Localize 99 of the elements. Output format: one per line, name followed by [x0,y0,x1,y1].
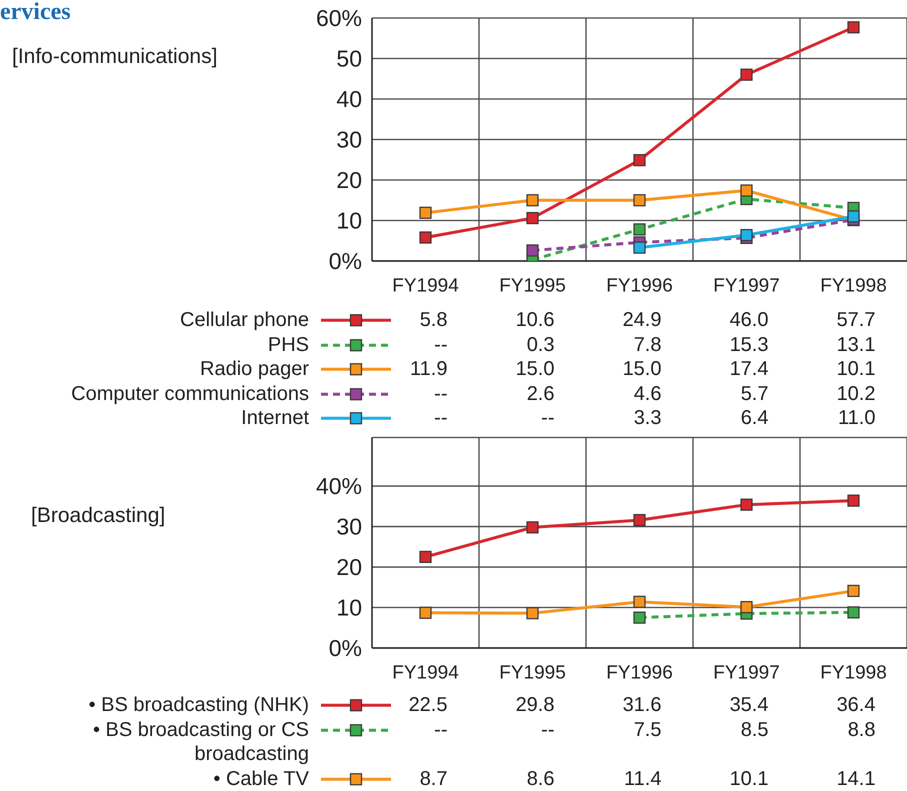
data-label: 57.7 [836,309,876,331]
y-tick-label: 60% [316,5,362,32]
data-label: 35.4 [730,694,768,716]
point [633,242,646,254]
y-tick-label: 0% [328,635,362,662]
x-tick-label: FY1996 [606,275,673,296]
point [526,521,539,534]
x-tick-label: FY1994 [392,662,460,684]
legend-label: Cellular phone [180,309,309,331]
legend-label: • BS broadcasting (NHK) [88,694,309,716]
y-tick-label: 10 [336,594,362,621]
data-label: 10.6 [516,309,554,331]
text: ervices [0,0,71,25]
data-label: 5.7 [740,382,768,404]
data-label: 10.2 [836,382,876,404]
point [740,601,753,614]
y-tick-label: 10 [336,208,362,234]
x-tick-label: FY1998 [820,275,887,296]
data-label: 11.4 [624,768,662,790]
legend-label: PHS [268,334,309,356]
data-label: 6.4 [740,407,768,429]
data-label: 11.9 [410,358,448,380]
point [847,606,860,618]
legend-label: Internet [241,407,309,429]
point [633,514,646,526]
point [847,21,860,34]
point [847,584,860,598]
data-label: 24.9 [622,309,662,331]
x-tick-label: FY1998 [820,662,887,684]
data-label: 10.1 [730,768,768,790]
text: [Broadcasting] [31,504,166,528]
x-tick-label: FY1997 [713,275,780,296]
data-label: 15.0 [516,358,554,380]
data-label: 8.5 [740,718,768,740]
point [419,550,432,564]
text: -- [434,718,448,740]
y-tick-label: 30 [336,126,362,153]
point [633,596,646,608]
text: -- [541,407,554,429]
point [633,154,646,166]
y-tick-label: 50 [336,46,362,72]
data-label: 7.8 [634,334,662,356]
text: -- [434,382,448,404]
data-label: 17.4 [730,358,768,380]
data-label: 4.6 [634,382,662,404]
legend-label: • BS broadcasting or CS broadcasting [93,718,309,765]
data-label: 5.8 [420,309,448,331]
x-tick-label: FY1997 [713,662,780,684]
point [526,607,539,620]
data-label: 29.8 [516,694,554,716]
point [633,223,646,236]
data-label: 11.0 [838,407,876,429]
point [633,612,646,624]
data-label: 8.7 [420,768,448,790]
x-tick-label: FY1995 [499,275,566,296]
y-tick-label: 40% [316,473,362,500]
text: -- [434,334,448,356]
x-tick-label: FY1994 [392,275,460,296]
point [526,212,539,224]
data-label: 8.8 [848,718,876,740]
y-tick-label: 20 [336,554,362,580]
point [419,231,432,244]
data-label: 36.4 [836,694,876,716]
point [740,498,753,511]
point [633,194,646,206]
text: [Info-communications] [12,45,218,69]
data-label: 7.5 [634,718,662,740]
point [419,206,432,219]
data-label: 15.0 [622,358,662,380]
data-label: 2.6 [526,382,554,404]
data-label: 22.5 [408,694,448,716]
legend-label: Radio pager [200,358,309,380]
data-label: 15.3 [730,334,768,356]
point [740,228,753,242]
x-tick-label: FY1996 [606,662,673,684]
text: -- [541,718,554,740]
data-label: 46.0 [730,309,768,331]
point [526,244,539,257]
x-tick-label: FY1995 [499,662,566,684]
data-label: 10.1 [836,358,876,380]
y-tick-label: 40 [336,86,362,112]
data-label: 14.1 [836,768,876,790]
data-label: 0.3 [526,334,554,356]
y-tick-label: 20 [336,167,362,194]
point [740,184,753,197]
data-label: 3.3 [634,407,662,429]
point [847,494,860,507]
point [740,68,753,81]
legend-label: • Cable TV [213,768,309,790]
data-label: 13.1 [836,334,876,356]
point [526,194,539,206]
y-tick-label: 0% [328,248,362,274]
data-label: 31.6 [622,694,662,716]
data-label: 8.6 [526,768,554,790]
point [847,210,860,223]
point [419,606,432,619]
y-tick-label: 30 [336,514,362,540]
text: -- [434,407,448,429]
legend-label: Computer communications [71,382,309,404]
